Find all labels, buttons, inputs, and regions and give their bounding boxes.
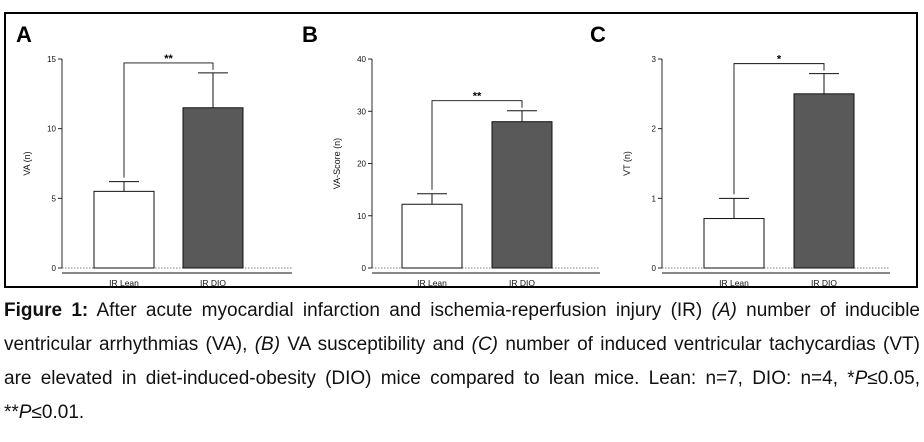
- category-label: IR Lean: [719, 278, 749, 286]
- y-tick-label: 10: [47, 125, 56, 134]
- category-label: IR DIO: [509, 278, 535, 286]
- caption-panel-b-ref: (B): [254, 334, 281, 355]
- significance-label: **: [164, 53, 173, 65]
- caption-text: ≤0.01.: [31, 402, 85, 423]
- caption-text: After acute myocardial infarction and is…: [88, 300, 712, 321]
- figure-frame: A 0 5 10 15 VA (n) IR Lean IR DIO ** B 0 10 20 30 40 VA…: [4, 12, 918, 288]
- caption-panel-a-ref: (A): [711, 300, 737, 321]
- caption-text: ≤0.05, **: [4, 368, 920, 423]
- y-tick-label: 10: [357, 212, 366, 221]
- y-tick-label: 40: [357, 55, 366, 64]
- significance-bracket: [431, 100, 523, 190]
- y-tick-label: 0: [362, 264, 367, 273]
- y-tick-label: 3: [652, 55, 657, 64]
- caption-p-symbol: P: [18, 402, 32, 423]
- category-label: IR Lean: [109, 278, 139, 286]
- significance-label: *: [777, 54, 782, 66]
- caption-label: Figure 1:: [4, 300, 89, 321]
- figure-caption: Figure 1: After acute myocardial infarct…: [4, 294, 920, 430]
- panel-letter: C: [590, 22, 606, 47]
- caption-text: VA susceptibility and: [280, 334, 472, 355]
- y-tick-label: 1: [652, 194, 657, 203]
- y-axis-label: VT (n): [622, 151, 632, 176]
- bar: [401, 203, 463, 269]
- bar: [491, 121, 553, 269]
- bar: [93, 190, 155, 269]
- y-axis-label: VA-Score (n): [332, 138, 342, 189]
- category-label: IR Lean: [417, 278, 447, 286]
- y-tick-label: 15: [47, 55, 56, 64]
- y-tick-label: 20: [357, 160, 366, 169]
- y-tick-label: 30: [357, 107, 366, 116]
- caption-text: number of induced ventricular tachycardi…: [4, 334, 920, 389]
- caption-panel-c-ref: (C): [471, 334, 499, 355]
- significance-label: **: [473, 91, 482, 103]
- y-tick-label: 0: [652, 264, 657, 273]
- category-label: IR DIO: [200, 278, 226, 286]
- y-tick-label: 5: [52, 194, 57, 203]
- bar: [703, 218, 765, 269]
- y-tick-label: 2: [652, 125, 657, 134]
- panel-letter: B: [302, 22, 318, 47]
- caption-text: number of inducible ventricular arrhythm…: [4, 300, 920, 355]
- significance-bracket: [733, 63, 825, 195]
- caption-p-symbol: P: [854, 368, 868, 389]
- panel-letter: A: [16, 22, 32, 47]
- y-axis-label: VA (n): [22, 151, 32, 175]
- category-label: IR DIO: [811, 278, 837, 286]
- bar: [793, 93, 855, 269]
- y-tick-label: 0: [52, 264, 57, 273]
- significance-bracket: [123, 62, 214, 178]
- bar: [182, 107, 244, 269]
